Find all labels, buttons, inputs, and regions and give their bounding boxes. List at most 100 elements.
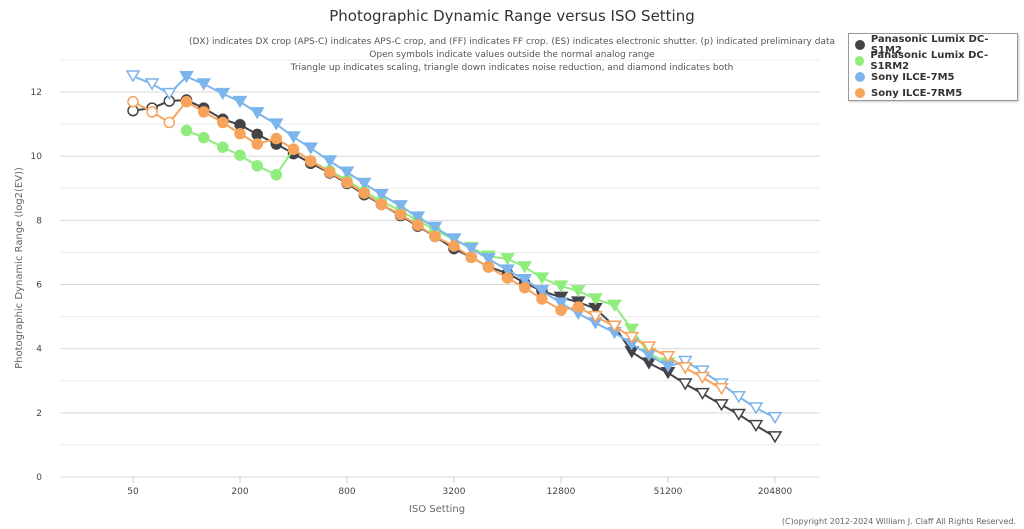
legend-marker-icon <box>855 40 865 50</box>
data-point <box>303 142 319 155</box>
data-point <box>410 211 426 224</box>
series-line-1 <box>186 129 669 365</box>
data-point <box>249 107 265 120</box>
data-point <box>641 341 657 354</box>
data-point <box>624 331 640 344</box>
data-point <box>375 198 388 211</box>
data-point <box>251 138 263 150</box>
data-point <box>286 131 301 144</box>
data-point <box>517 273 533 287</box>
data-point <box>481 253 496 266</box>
data-point <box>394 208 407 221</box>
data-point <box>163 116 176 129</box>
data-point <box>607 299 622 312</box>
data-point <box>234 149 246 161</box>
data-point <box>127 95 139 108</box>
data-point <box>588 310 603 324</box>
x-tick-label: 50 <box>127 487 139 497</box>
data-point <box>660 350 676 364</box>
legend-marker-icon <box>855 56 865 66</box>
data-point <box>553 280 569 293</box>
y-tick-label: 2 <box>36 409 42 419</box>
data-point <box>324 166 336 178</box>
data-point <box>217 116 229 129</box>
data-point <box>146 106 158 118</box>
y-tick-label: 4 <box>36 345 42 355</box>
chart-subtitle-3: Triangle up indicates scaling, triangle … <box>290 63 734 73</box>
data-point <box>695 371 710 385</box>
data-point <box>767 411 783 425</box>
data-point <box>411 219 424 231</box>
data-point <box>463 242 479 256</box>
series-line-3 <box>132 100 723 390</box>
data-point <box>500 253 515 266</box>
data-point <box>270 169 283 181</box>
data-point <box>501 272 514 284</box>
data-point <box>588 293 603 306</box>
data-point <box>714 383 729 396</box>
data-point <box>197 106 210 118</box>
legend-item[interactable]: Sony ILCE-7RM5 <box>849 85 1017 101</box>
data-point <box>180 124 193 137</box>
y-tick-label: 12 <box>31 88 42 98</box>
data-point <box>677 362 693 375</box>
data-point <box>482 261 495 273</box>
data-point <box>356 177 372 190</box>
data-point <box>234 127 246 140</box>
data-point <box>500 264 515 277</box>
data-point <box>534 272 550 285</box>
data-point <box>341 176 353 189</box>
data-point <box>125 70 141 83</box>
data-point <box>695 387 710 401</box>
legend: Panasonic Lumix DC-S1M2 Panasonic Lumix D… <box>848 33 1018 101</box>
legend-marker-icon <box>855 72 865 82</box>
y-tick-label: 6 <box>36 281 42 291</box>
data-point <box>767 431 783 444</box>
data-point <box>731 391 747 404</box>
x-tick-label: 204800 <box>758 487 793 497</box>
data-point <box>287 143 300 155</box>
data-point <box>393 200 408 213</box>
data-point <box>748 419 764 433</box>
data-point <box>748 402 764 415</box>
data-point <box>270 132 283 145</box>
y-axis-label: Photographic Dynamic Range (log2(EV)) <box>14 167 25 369</box>
legend-item[interactable]: Panasonic Lumix DC-S1RM2 <box>849 50 1017 72</box>
data-point <box>358 187 370 199</box>
data-point <box>572 301 584 313</box>
data-point <box>553 297 569 310</box>
y-tick-label: 10 <box>31 152 43 162</box>
x-tick-label: 800 <box>338 487 355 497</box>
data-point <box>197 131 210 144</box>
data-point <box>268 118 284 131</box>
data-point <box>251 160 263 172</box>
data-point <box>570 285 586 298</box>
data-point <box>607 320 622 333</box>
legend-item[interactable]: Panasonic Lumix DC-S1M2 <box>849 34 1017 56</box>
data-point <box>217 141 229 153</box>
data-point <box>251 128 263 141</box>
data-point <box>339 166 355 179</box>
chart-subtitle-2: Open symbols indicate values outside the… <box>369 50 655 60</box>
x-tick-label: 200 <box>231 487 248 497</box>
data-point <box>677 355 693 368</box>
data-point <box>465 251 477 264</box>
data-point <box>695 365 710 378</box>
data-point <box>518 281 531 294</box>
data-point <box>446 233 462 246</box>
data-point <box>536 293 548 305</box>
data-point <box>161 87 177 101</box>
data-point <box>534 285 550 298</box>
data-point <box>517 261 533 274</box>
legend-item[interactable]: Sony ILCE-7M5 <box>849 69 1017 85</box>
data-point <box>144 78 160 91</box>
chart-title: Photographic Dynamic Range versus ISO Se… <box>329 7 695 25</box>
legend-label: Sony ILCE-7RM5 <box>871 87 963 99</box>
y-tick-label: 0 <box>36 473 42 483</box>
data-point <box>731 408 747 421</box>
data-point <box>429 230 441 243</box>
data-point <box>215 87 231 101</box>
x-tick-label: 51200 <box>654 487 683 497</box>
